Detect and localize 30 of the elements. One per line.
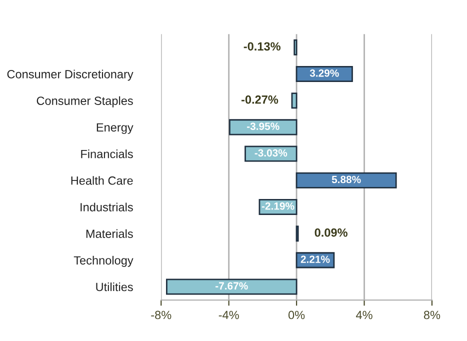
data-label: -3.95%: [247, 122, 280, 130]
data-label: 0.09%: [314, 228, 348, 237]
data-label: 3.29%: [310, 69, 339, 77]
bar: [296, 66, 353, 82]
x-tick-label: -4%: [218, 310, 239, 320]
bar: [294, 39, 298, 56]
y-tick-label: Consumer Discretionary: [7, 70, 134, 81]
data-label: -7.67%: [216, 282, 248, 290]
y-tick-label: Financials: [81, 150, 133, 158]
y-tick-label: Technology: [74, 256, 134, 267]
y-tick-label: Energy: [96, 123, 134, 134]
data-label: 2.21%: [300, 256, 330, 263]
x-tick-label: -8%: [151, 310, 172, 320]
data-label: -2.19%: [262, 202, 294, 210]
y-tick-label: Industrials: [80, 202, 133, 212]
y-tick-label: Utilities: [96, 282, 133, 292]
bar: [228, 119, 298, 136]
x-tick-label: 8%: [424, 310, 440, 320]
y-tick-label: Materials: [86, 229, 133, 238]
bar: [296, 172, 397, 188]
data-label: 5.88%: [332, 176, 361, 184]
data-label: -0.13%: [244, 42, 280, 51]
x-tick-label: 0%: [288, 310, 305, 320]
y-tick-label: Health Care: [71, 176, 133, 185]
data-label: -3.03%: [254, 149, 288, 157]
y-tick-label: Consumer Staples: [36, 96, 133, 108]
bar: [291, 92, 298, 109]
bar: [166, 278, 298, 295]
data-label: -0.27%: [241, 95, 278, 104]
x-tick-label: 4%: [356, 310, 372, 320]
